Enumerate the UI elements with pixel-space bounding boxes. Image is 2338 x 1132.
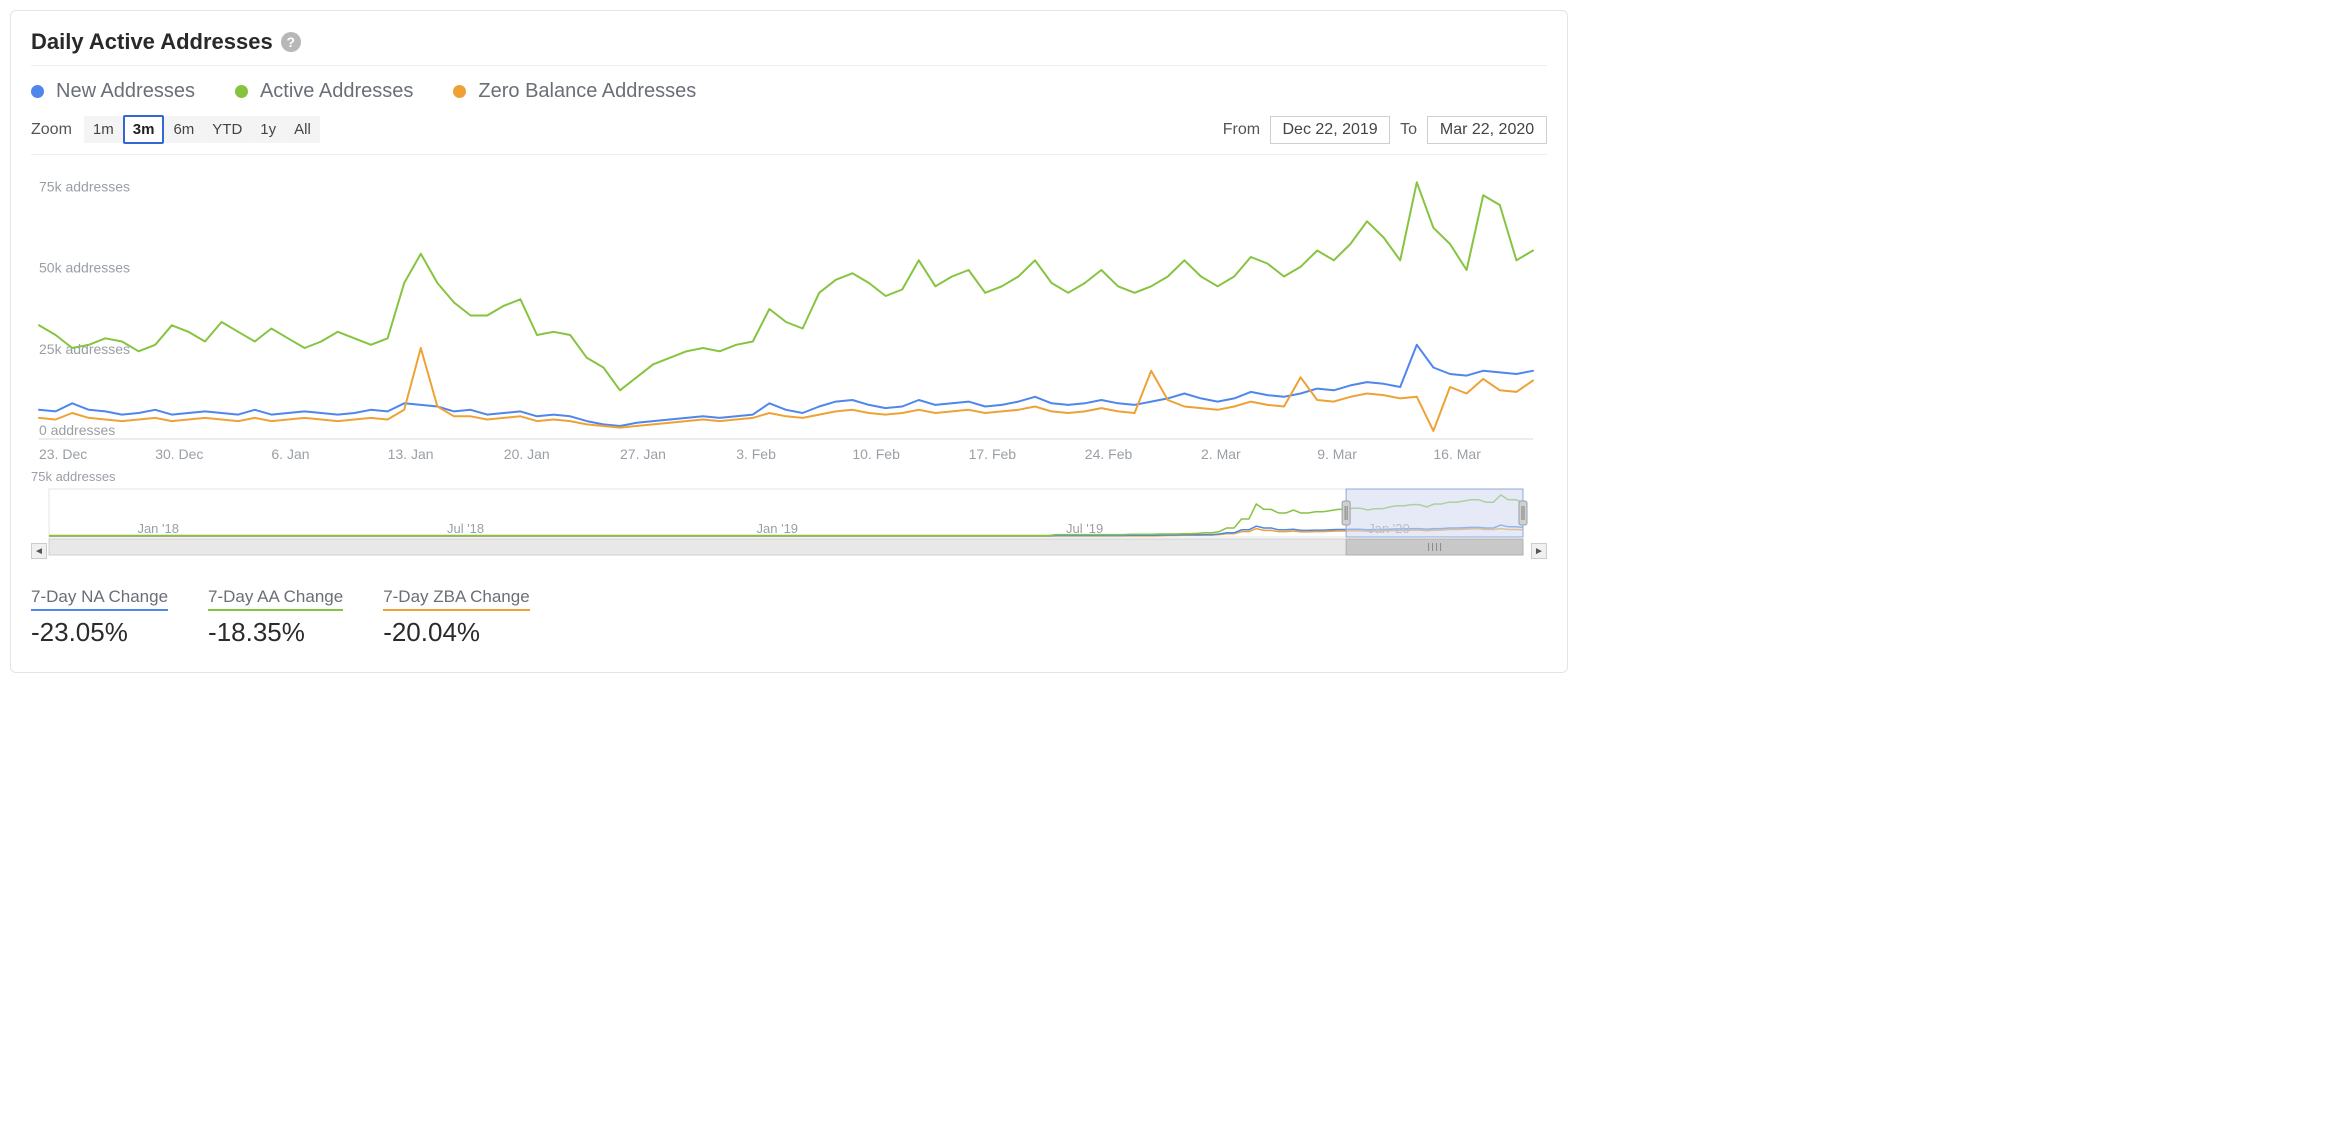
svg-text:13. Jan: 13. Jan [388,446,434,462]
zoom-1y-button[interactable]: 1y [251,116,285,143]
card-header: Daily Active Addresses ? [31,29,1547,55]
svg-text:6. Jan: 6. Jan [271,446,309,462]
navigator-chart[interactable]: 75k addresses Jan '18 Jul '18 Jan '19 Jul '1… [31,469,1547,559]
svg-text:23. Dec: 23. Dec [39,446,87,462]
svg-text:Jan '18: Jan '18 [137,521,179,536]
legend-label: Zero Balance Addresses [478,80,696,103]
stat-value: -18.35% [208,617,343,648]
legend-label: New Addresses [56,80,195,103]
svg-text:3. Feb: 3. Feb [736,446,776,462]
svg-text:Jul '18: Jul '18 [447,521,484,536]
chart-controls: Zoom 1m3m6mYTD1yAll From To [31,115,1547,144]
svg-text:75k addresses: 75k addresses [39,178,130,194]
date-range-group: From To [1223,116,1547,144]
stat-block: 7-Day AA Change -18.35% [208,587,343,648]
legend-item-zero[interactable]: Zero Balance Addresses [453,80,696,103]
zoom-1m-button[interactable]: 1m [84,116,123,143]
svg-text:16. Mar: 16. Mar [1433,446,1481,462]
svg-text:50k addresses: 50k addresses [39,260,130,276]
zoom-group: Zoom 1m3m6mYTD1yAll [31,115,320,144]
to-label: To [1400,121,1417,139]
summary-stats: 7-Day NA Change -23.05% 7-Day AA Change -18… [31,587,1547,648]
stat-value: -23.05% [31,617,168,648]
scroll-left-button[interactable]: ◄ [31,543,47,559]
date-to-input[interactable] [1427,116,1547,144]
stat-block: 7-Day ZBA Change -20.04% [383,587,529,648]
svg-text:9. Mar: 9. Mar [1317,446,1357,462]
svg-text:2. Mar: 2. Mar [1201,446,1241,462]
svg-text:20. Jan: 20. Jan [504,446,550,462]
help-icon[interactable]: ? [281,32,301,52]
legend-dot-icon [235,85,248,98]
divider [31,65,1547,66]
card-title: Daily Active Addresses [31,29,273,55]
chart-legend: New Addresses Active Addresses Zero Balanc… [31,80,1547,103]
zoom-ytd-button[interactable]: YTD [203,116,251,143]
stat-label: 7-Day ZBA Change [383,587,529,611]
legend-dot-icon [453,85,466,98]
zoom-3m-button[interactable]: 3m [123,115,165,144]
zoom-all-button[interactable]: All [285,116,320,143]
daily-active-addresses-card: Daily Active Addresses ? New Addresses Ac… [10,10,1568,673]
svg-text:75k addresses: 75k addresses [31,469,116,484]
zoom-6m-button[interactable]: 6m [164,116,203,143]
svg-text:30. Dec: 30. Dec [155,446,203,462]
from-label: From [1223,121,1260,139]
stat-label: 7-Day AA Change [208,587,343,611]
zoom-label: Zoom [31,121,72,139]
svg-text:Jul '19: Jul '19 [1066,521,1103,536]
svg-text:Jan '19: Jan '19 [757,521,799,536]
main-chart[interactable]: 0 addresses 25k addresses 50k addresses 75k… [31,169,1547,469]
svg-text:10. Feb: 10. Feb [852,446,900,462]
stat-block: 7-Day NA Change -23.05% [31,587,168,648]
svg-text:27. Jan: 27. Jan [620,446,666,462]
divider [31,154,1547,155]
svg-text:17. Feb: 17. Feb [969,446,1017,462]
legend-item-new[interactable]: New Addresses [31,80,195,103]
svg-text:25k addresses: 25k addresses [39,341,130,357]
date-from-input[interactable] [1270,116,1390,144]
scroll-right-button[interactable]: ► [1531,543,1547,559]
svg-text:24. Feb: 24. Feb [1085,446,1133,462]
legend-label: Active Addresses [260,80,413,103]
svg-text:0 addresses: 0 addresses [39,422,115,438]
stat-label: 7-Day NA Change [31,587,168,611]
stat-value: -20.04% [383,617,529,648]
legend-dot-icon [31,85,44,98]
legend-item-active[interactable]: Active Addresses [235,80,413,103]
